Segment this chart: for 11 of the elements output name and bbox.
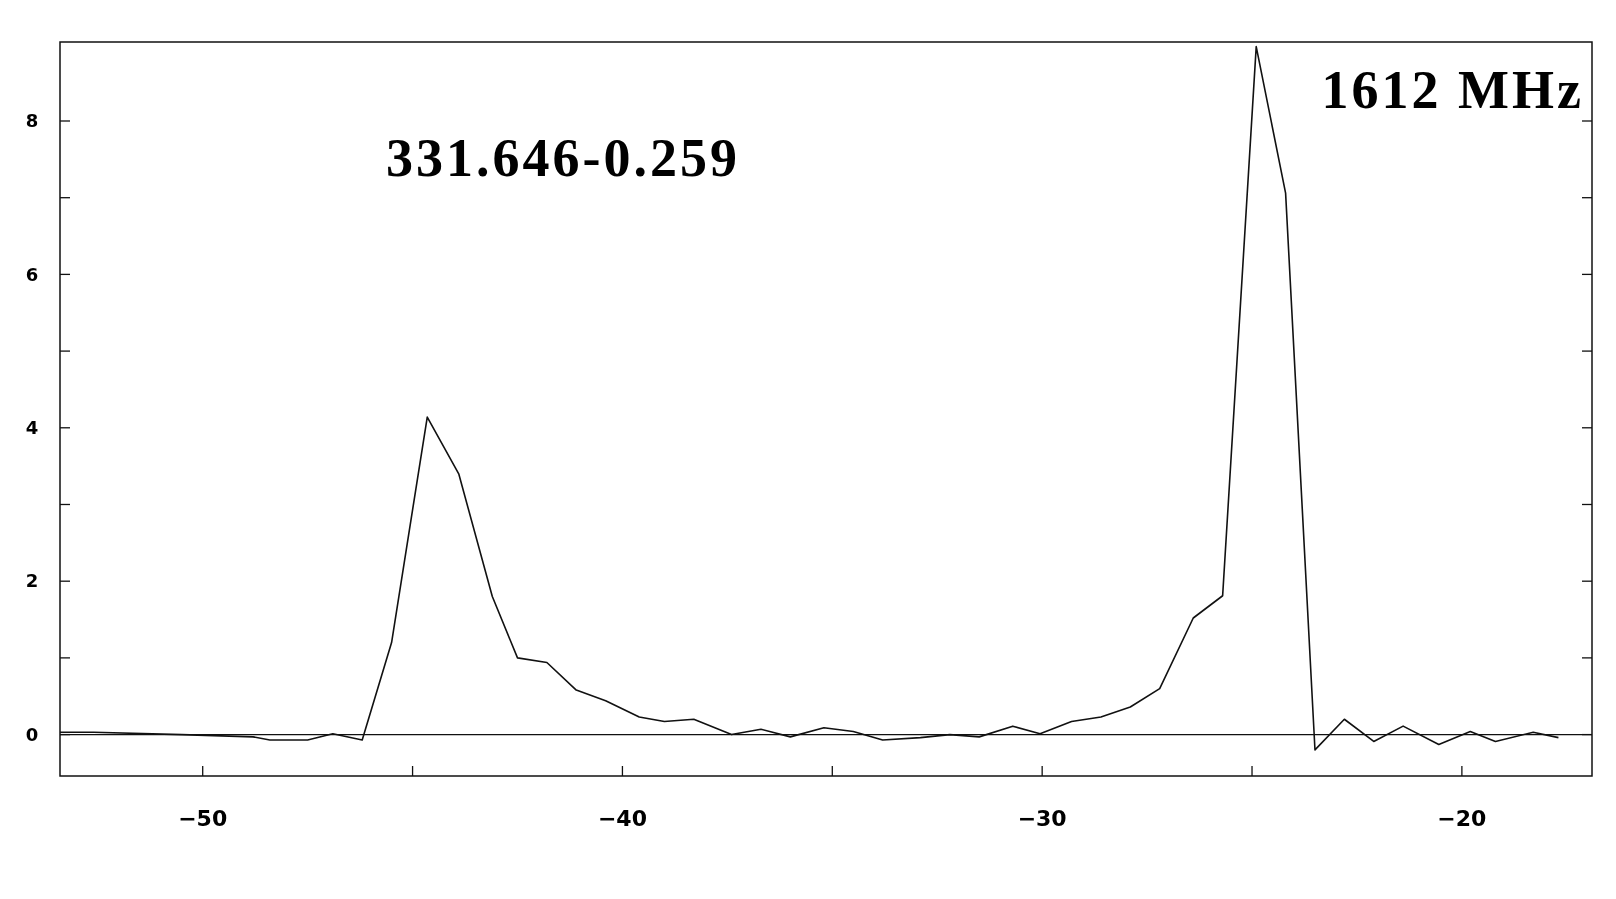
annotation: 1612 MHz bbox=[1321, 60, 1584, 120]
x-tick-label: −30 bbox=[1017, 806, 1067, 831]
y-tick-label: 0 bbox=[25, 723, 39, 745]
x-tick-label: −40 bbox=[597, 806, 647, 831]
y-tick-label: 6 bbox=[25, 263, 39, 285]
x-tick-label: −20 bbox=[1437, 806, 1487, 831]
y-tick-label: 8 bbox=[25, 110, 39, 132]
x-tick-label: −50 bbox=[178, 806, 228, 831]
y-tick-label: 4 bbox=[25, 417, 39, 439]
annotation: 331.646-0.259 bbox=[386, 128, 740, 188]
y-tick-label: 2 bbox=[25, 570, 39, 592]
